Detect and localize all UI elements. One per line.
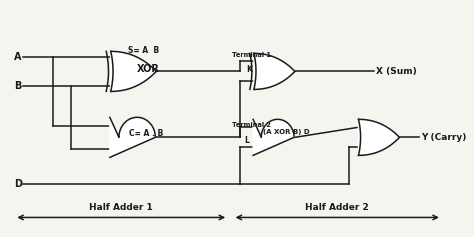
Text: X (Sum): X (Sum) xyxy=(376,67,417,76)
Text: XOR: XOR xyxy=(137,64,160,74)
Polygon shape xyxy=(358,119,400,155)
Text: Y (Carry): Y (Carry) xyxy=(421,133,467,142)
Text: B: B xyxy=(14,81,22,91)
Polygon shape xyxy=(110,117,155,157)
Text: D: D xyxy=(14,179,22,189)
Text: L: L xyxy=(244,136,249,145)
Text: Half Adder 2: Half Adder 2 xyxy=(305,203,369,212)
Text: K: K xyxy=(246,65,252,74)
Text: Terminal 2: Terminal 2 xyxy=(232,122,271,128)
Text: (A XOR B) D: (A XOR B) D xyxy=(263,129,309,135)
Text: S= A  B: S= A B xyxy=(128,46,160,55)
Polygon shape xyxy=(253,119,294,155)
Text: A: A xyxy=(14,52,22,62)
Text: Half Adder 1: Half Adder 1 xyxy=(89,203,153,212)
Polygon shape xyxy=(111,51,156,91)
Text: Terminal 1: Terminal 1 xyxy=(232,52,271,58)
Text: C= A . B: C= A . B xyxy=(129,129,164,138)
Polygon shape xyxy=(254,53,295,89)
